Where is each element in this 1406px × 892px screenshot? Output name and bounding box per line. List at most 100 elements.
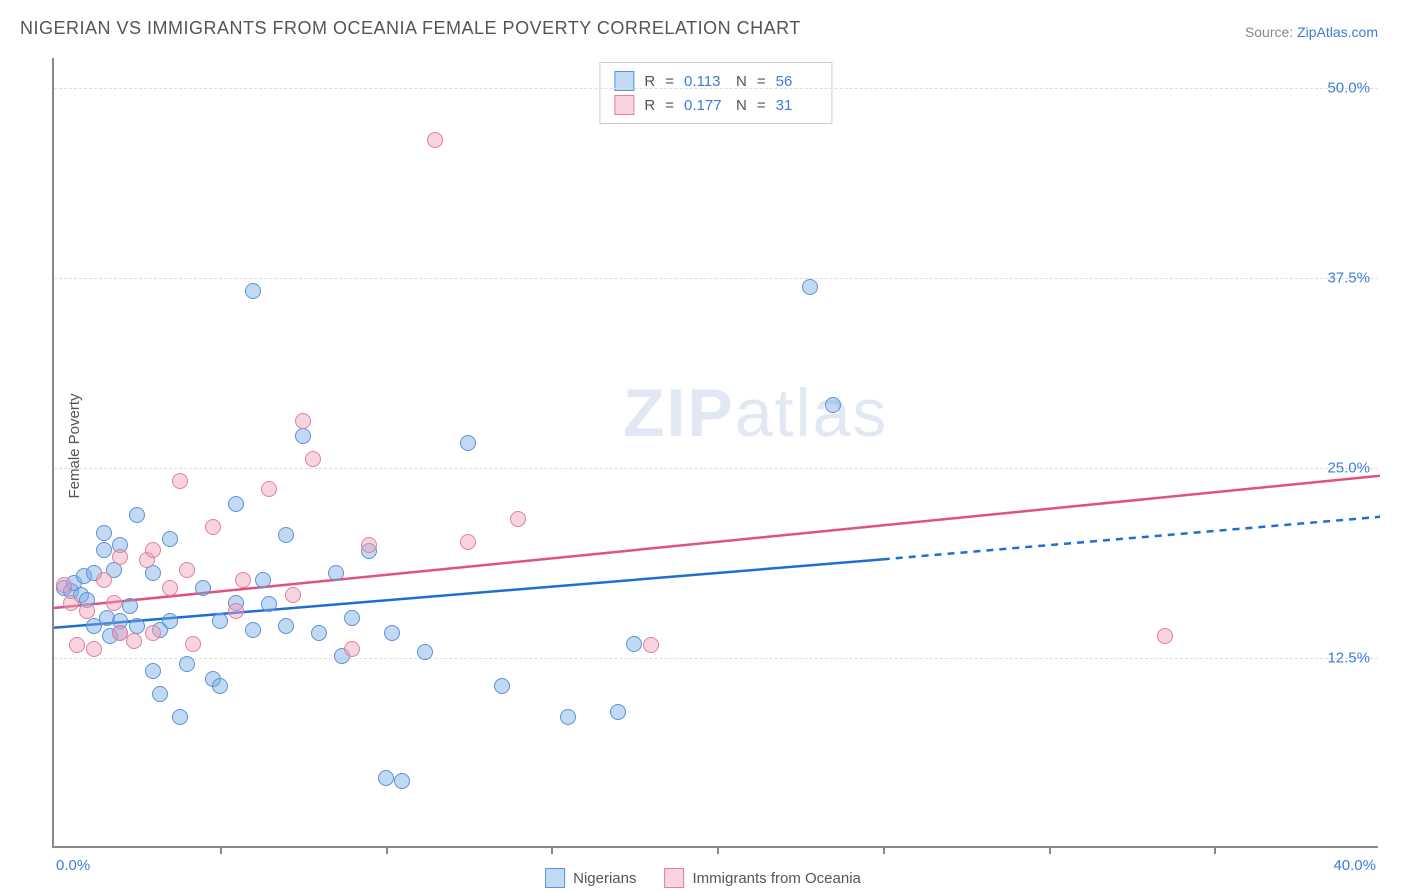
data-point <box>129 618 145 634</box>
data-point <box>145 625 161 641</box>
r-value: 0.177 <box>684 97 726 114</box>
data-point <box>394 773 410 789</box>
data-point <box>278 527 294 543</box>
gridline <box>54 468 1378 469</box>
data-point <box>63 595 79 611</box>
data-point <box>96 572 112 588</box>
source-prefix: Source: <box>1245 24 1297 40</box>
legend-swatch <box>545 868 565 888</box>
legend-label: Nigerians <box>573 870 636 887</box>
data-point <box>122 598 138 614</box>
data-point <box>195 580 211 596</box>
data-point <box>179 656 195 672</box>
r-label: R <box>644 97 655 114</box>
gridline <box>54 658 1378 659</box>
data-point <box>126 633 142 649</box>
y-tick-label: 50.0% <box>1327 80 1370 97</box>
data-point <box>328 565 344 581</box>
x-tick <box>883 846 885 854</box>
n-value: 31 <box>776 97 818 114</box>
x-max-label: 40.0% <box>1333 857 1376 874</box>
stats-row: R = 0.177 N = 31 <box>614 93 817 117</box>
r-value: 0.113 <box>684 73 726 90</box>
data-point <box>295 428 311 444</box>
n-label: N <box>736 97 747 114</box>
x-tick <box>220 846 222 854</box>
data-point <box>285 587 301 603</box>
data-point <box>510 511 526 527</box>
data-point <box>69 637 85 653</box>
n-label: N <box>736 73 747 90</box>
data-point <box>261 596 277 612</box>
x-tick <box>1049 846 1051 854</box>
data-point <box>610 704 626 720</box>
data-point <box>106 595 122 611</box>
data-point <box>643 637 659 653</box>
data-point <box>361 537 377 553</box>
data-point <box>311 625 327 641</box>
data-point <box>802 279 818 295</box>
legend-label: Immigrants from Oceania <box>692 870 860 887</box>
data-point <box>96 525 112 541</box>
data-point <box>305 451 321 467</box>
x-tick <box>717 846 719 854</box>
data-point <box>145 542 161 558</box>
data-point <box>384 625 400 641</box>
x-tick <box>1214 846 1216 854</box>
data-point <box>185 636 201 652</box>
data-point <box>172 473 188 489</box>
data-point <box>245 622 261 638</box>
data-point <box>212 678 228 694</box>
y-tick-label: 25.0% <box>1327 460 1370 477</box>
bottom-legend: Nigerians Immigrants from Oceania <box>545 868 861 888</box>
data-point <box>295 413 311 429</box>
data-point <box>129 507 145 523</box>
data-point <box>152 686 168 702</box>
equals-sign: = <box>665 97 674 114</box>
data-point <box>460 435 476 451</box>
data-point <box>560 709 576 725</box>
legend-swatch <box>614 95 634 115</box>
legend-item: Immigrants from Oceania <box>664 868 860 888</box>
plot-area: ZIPatlas R=0.113N=56R=0.177N=31 0.0% 40.… <box>52 58 1378 848</box>
legend-item: Nigerians <box>545 868 636 888</box>
n-value: 56 <box>776 73 818 90</box>
data-point <box>344 610 360 626</box>
data-point <box>378 770 394 786</box>
gridline <box>54 88 1378 89</box>
equals-sign: = <box>757 97 766 114</box>
trend-line-dashed <box>883 517 1380 560</box>
equals-sign: = <box>665 73 674 90</box>
data-point <box>112 549 128 565</box>
x-tick <box>386 846 388 854</box>
legend-swatch <box>664 868 684 888</box>
chart-title: NIGERIAN VS IMMIGRANTS FROM OCEANIA FEMA… <box>20 18 801 39</box>
data-point <box>96 542 112 558</box>
data-point <box>179 562 195 578</box>
data-point <box>344 641 360 657</box>
watermark: ZIPatlas <box>623 374 888 452</box>
watermark-light: atlas <box>735 375 889 451</box>
stats-box: R = 0.113 N = 56 R = 0.177 N = 31 <box>599 62 832 124</box>
source-link[interactable]: ZipAtlas.com <box>1297 24 1378 40</box>
data-point <box>162 531 178 547</box>
data-point <box>162 613 178 629</box>
data-point <box>235 572 251 588</box>
data-point <box>427 132 443 148</box>
data-point <box>417 644 433 660</box>
data-point <box>261 481 277 497</box>
trend-line <box>54 476 1380 608</box>
x-origin-label: 0.0% <box>56 857 90 874</box>
data-point <box>172 709 188 725</box>
source-attribution: Source: ZipAtlas.com <box>1245 24 1378 40</box>
equals-sign: = <box>757 73 766 90</box>
data-point <box>86 641 102 657</box>
data-point <box>56 577 72 593</box>
trend-lines-layer <box>54 58 1378 846</box>
watermark-bold: ZIP <box>623 375 735 451</box>
y-tick-label: 37.5% <box>1327 270 1370 287</box>
gridline <box>54 278 1378 279</box>
x-tick <box>551 846 553 854</box>
data-point <box>245 283 261 299</box>
data-point <box>494 678 510 694</box>
